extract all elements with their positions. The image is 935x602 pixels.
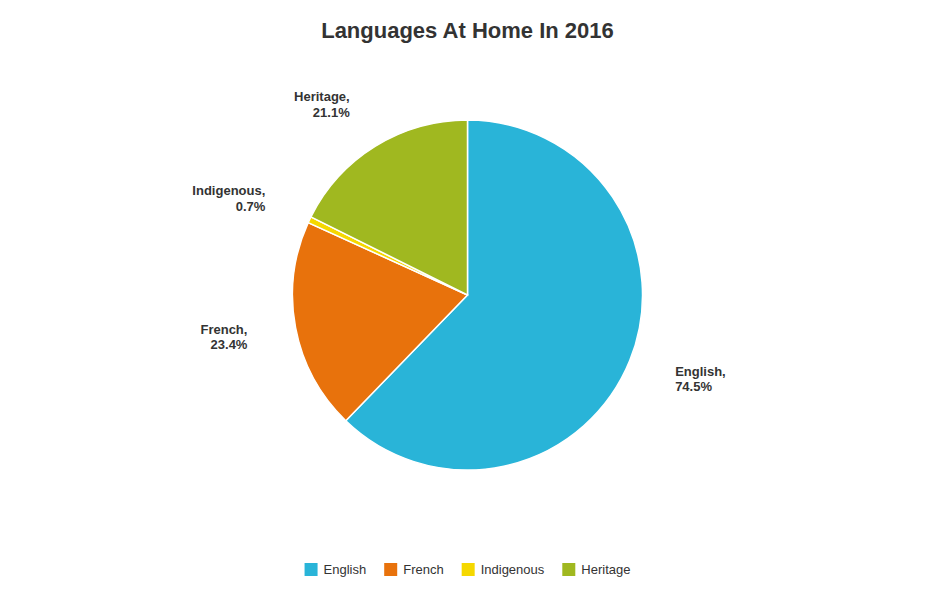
- legend-swatch: [384, 563, 397, 576]
- pie: [292, 120, 642, 470]
- legend-label: French: [403, 562, 443, 577]
- slice-label-line: 0.7%: [236, 199, 266, 214]
- slice-label-line: Indigenous,: [192, 183, 265, 198]
- slice-label-line: 21.1%: [313, 105, 350, 120]
- chart: Languages At Home In 2016 English,74.5% Fr…: [0, 0, 935, 602]
- slice-label-line: 23.4%: [211, 337, 248, 352]
- legend-swatch: [562, 563, 575, 576]
- pie-slice: [311, 120, 468, 295]
- legend-label: English: [324, 562, 367, 577]
- slice-label-line: English,: [675, 364, 726, 379]
- legend-item: Heritage: [562, 562, 630, 577]
- slice-label-line: French,: [200, 322, 247, 337]
- legend-item: French: [384, 562, 443, 577]
- legend-swatch: [462, 563, 475, 576]
- legend: English French Indigenous Heritage: [305, 562, 631, 577]
- slice-label: English,74.5%: [675, 364, 726, 395]
- title: Languages At Home In 2016: [321, 18, 614, 43]
- slice-label: Heritage,21.1%: [294, 89, 350, 120]
- slice-label: French,23.4%: [200, 322, 247, 353]
- legend-item: English: [305, 562, 367, 577]
- legend-label: Indigenous: [481, 562, 545, 577]
- slice-labels: English,74.5% French,23.4% Indigenous,0.7%…: [192, 89, 725, 394]
- slice-label: Indigenous,0.7%: [192, 183, 265, 214]
- slice-label-line: Heritage,: [294, 89, 350, 104]
- slice-label-line: 74.5%: [675, 379, 712, 394]
- legend-item: Indigenous: [462, 562, 545, 577]
- legend-swatch: [305, 563, 318, 576]
- legend-label: Heritage: [581, 562, 630, 577]
